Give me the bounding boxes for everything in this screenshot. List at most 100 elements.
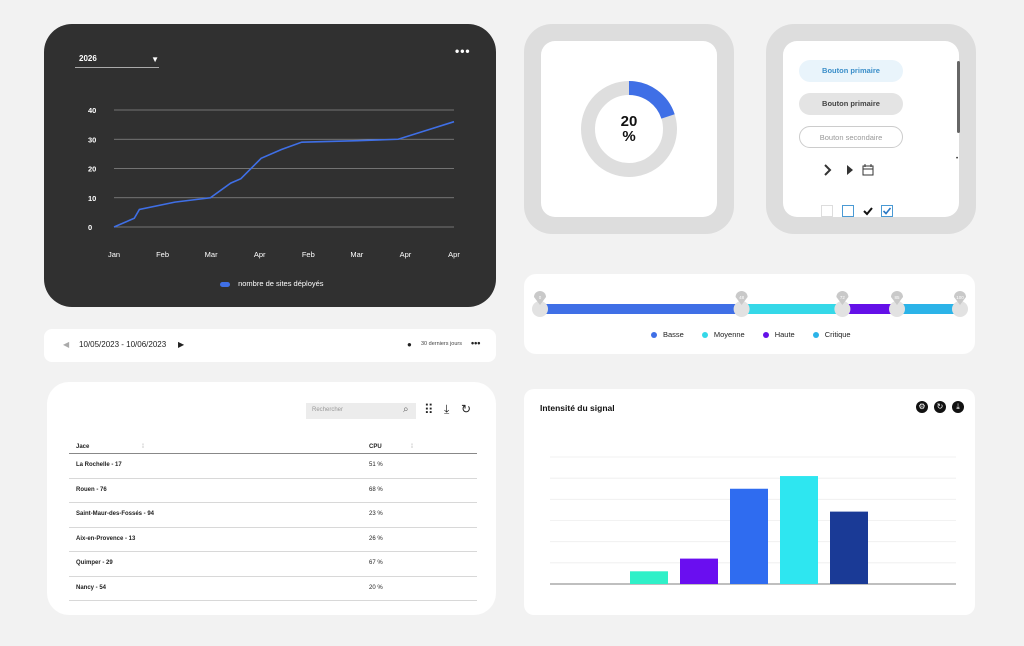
year-select-value: 2026	[79, 54, 97, 63]
line-legend: nombre de sites déployés	[220, 279, 324, 288]
slider-handle[interactable]	[733, 301, 750, 317]
legend-label: Moyenne	[713, 330, 745, 339]
cell-cpu: 68 %	[369, 486, 383, 493]
cell-cpu: 23 %	[369, 511, 383, 517]
slider-segment	[741, 304, 843, 314]
cell-cpu: 51 %	[369, 462, 383, 468]
table-row[interactable]: La Rochelle - 17 51 %	[69, 454, 477, 479]
donut-value-arc	[581, 81, 677, 177]
controls-card-inner: Bouton primaire Bouton primaire Bouton s…	[783, 41, 960, 217]
checkbox-check-icon[interactable]	[862, 205, 874, 217]
download-icon[interactable]: ⤓	[444, 402, 450, 416]
series-line	[113, 120, 455, 228]
bar	[680, 558, 718, 584]
grid-icon[interactable]: ⠿	[424, 402, 434, 417]
bar-chart-title: Intensité du signal	[540, 403, 615, 413]
previous-period-icon[interactable]: ◀	[63, 340, 70, 349]
chevron-right-icon[interactable]	[824, 164, 832, 176]
x-tick-label: Apr	[254, 250, 266, 259]
y-tick-label: 20	[88, 165, 96, 174]
checkbox-empty[interactable]	[821, 205, 833, 217]
slider-segment	[540, 304, 742, 314]
more-options-icon[interactable]: •••	[471, 338, 481, 348]
cell-name: Aix-en-Provence - 13	[76, 535, 136, 542]
slider-handle[interactable]	[532, 301, 548, 317]
slider-handle[interactable]	[834, 301, 851, 317]
table-row[interactable]: Nancy - 54 20 %	[69, 577, 477, 601]
slider-legend: Basse Moyenne Haute Critique	[651, 330, 869, 339]
legend-label: nombre de sites déployés	[238, 279, 324, 288]
slider-handle-tooltip	[735, 291, 748, 305]
download-icon[interactable]: ⤓	[952, 401, 964, 413]
icon-row	[824, 164, 874, 176]
line-chart-card: 2026 ▼ ••• 0 10 20 30 40 Jan Feb Mar Apr Feb Mar Ap…	[44, 24, 496, 307]
legend-label: Haute	[774, 330, 795, 339]
legend-dot	[651, 332, 657, 339]
legend-dot	[701, 332, 708, 339]
bar	[730, 488, 768, 584]
cell-name: La Rochelle - 17	[76, 462, 122, 468]
refresh-icon[interactable]: ↻	[934, 401, 946, 413]
range-slider[interactable]: 0 48 72 85 100	[524, 284, 975, 334]
slider-legend-item: Critique	[812, 330, 851, 339]
secondary-button[interactable]: Bouton secondaire	[799, 126, 903, 148]
legend-dot	[762, 332, 769, 339]
slider-handle-tooltip	[954, 291, 966, 305]
x-tick-label: Feb	[156, 250, 169, 259]
slider-legend-item: Moyenne	[701, 330, 745, 339]
chevron-down-icon: ▼	[151, 55, 159, 64]
year-select[interactable]: 2026 ▼	[75, 49, 159, 68]
slider-legend-item: Haute	[762, 330, 795, 339]
slider-segment	[897, 304, 960, 314]
checkbox-checked[interactable]	[881, 205, 893, 217]
y-tick-label: 30	[88, 135, 96, 144]
period-label[interactable]: 30 derniers jours	[421, 341, 462, 347]
table-card: Rechercher ⌕ ⠿ ⤓ ↻ Jace ⁞ CPU ⁞ La Roche…	[47, 382, 496, 615]
cell-name: Saint-Maur-des-Fossés - 94	[76, 511, 155, 517]
column-sort-icon[interactable]: ⁞	[411, 444, 413, 450]
x-tick-label: Feb	[302, 250, 315, 259]
slider-handle-value: 72	[840, 295, 846, 300]
settings-icon[interactable]: ⚙	[916, 401, 928, 413]
legend-dot	[812, 332, 819, 339]
refresh-icon[interactable]: ↻	[461, 402, 472, 416]
primary-gray-button[interactable]: Bouton primaire	[799, 93, 903, 115]
cell-cpu: 20 %	[369, 584, 383, 591]
column-sort-icon[interactable]: ⁞	[142, 444, 144, 450]
slider-handle[interactable]	[952, 301, 968, 317]
line-chart: 0 10 20 30 40 Jan Feb Mar Apr Feb Mar Apr Apr	[88, 106, 460, 259]
more-options-icon[interactable]: •••	[455, 44, 471, 58]
donut-chart: 20 %	[581, 81, 677, 177]
column-header-cpu[interactable]: CPU	[369, 444, 382, 450]
slider-handle[interactable]	[889, 301, 905, 317]
slider-handle-value: 85	[894, 295, 900, 300]
primary-button[interactable]: Bouton primaire	[799, 60, 903, 82]
slider-handle-tooltip	[534, 291, 546, 305]
bar	[830, 511, 868, 584]
search-input[interactable]: Rechercher	[306, 403, 416, 419]
x-tick-label: Jan	[108, 250, 120, 259]
legend-swatch	[220, 281, 230, 287]
slider-handle-value: 0	[539, 295, 542, 300]
clock-icon: ●	[407, 340, 412, 349]
table-row[interactable]: Quimper - 29 67 %	[69, 552, 477, 577]
play-icon[interactable]	[847, 165, 853, 175]
table-header: Jace ⁞ CPU ⁞	[69, 435, 477, 454]
x-tick-label: Mar	[350, 250, 363, 259]
next-period-icon[interactable]: ▶	[178, 340, 185, 349]
controls-card: Bouton primaire Bouton primaire Bouton s…	[766, 24, 976, 234]
donut-value: 20	[621, 113, 638, 130]
table-row[interactable]: Aix-en-Provence - 13 26 %	[69, 528, 477, 552]
checkbox-focused[interactable]	[842, 205, 854, 217]
slider-segment	[842, 304, 897, 314]
slider-handle-value: 100	[956, 295, 964, 300]
search-icon[interactable]: ⌕	[403, 404, 409, 415]
scrollbar[interactable]	[957, 61, 960, 133]
table-row[interactable]: Saint-Maur-des-Fossés - 94 23 %	[69, 503, 477, 528]
calendar-icon[interactable]	[862, 164, 874, 176]
table-row[interactable]: Rouen - 76 68 %	[69, 479, 477, 503]
legend-label: Basse	[663, 330, 684, 339]
column-header-name[interactable]: Jace	[76, 444, 90, 450]
cell-cpu: 26 %	[369, 535, 383, 542]
y-tick-label: 40	[88, 106, 96, 115]
